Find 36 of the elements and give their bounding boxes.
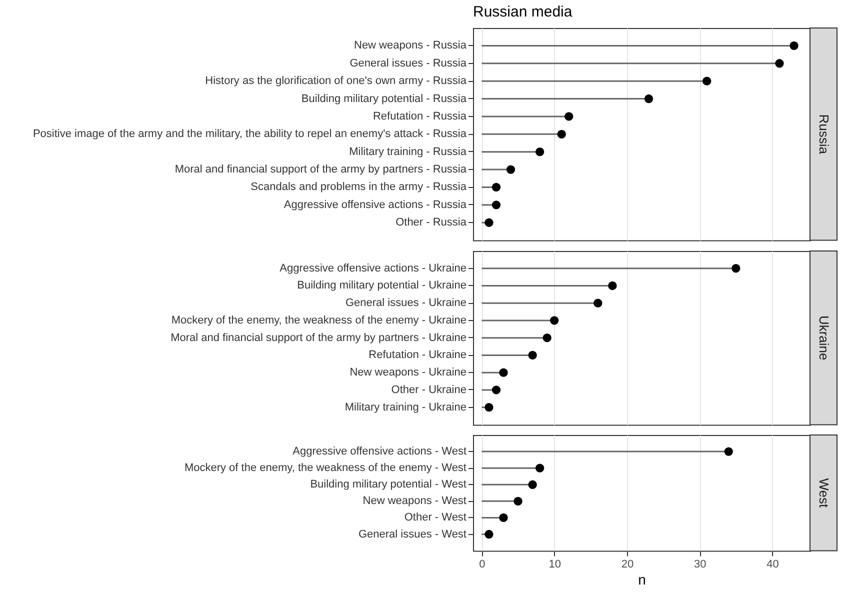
y-tick-label: New weapons - Ukraine xyxy=(350,366,466,379)
y-tick-label: Military training - Russia xyxy=(349,146,468,158)
y-tick-label: Moral and financial support of the army by partners - Ukraine xyxy=(170,332,466,344)
y-tick-label: Refutation - Ukraine xyxy=(368,349,466,362)
y-tick-label: Building military potential - Russia xyxy=(301,92,468,105)
y-tick-label: General issues - West xyxy=(358,528,466,540)
x-tick-label: 30 xyxy=(694,558,706,570)
text: West xyxy=(816,478,832,508)
text: Russia xyxy=(816,114,832,155)
y-tick-label: Mockery of the enemy, the weakness of the enemy - Ukraine xyxy=(171,314,466,326)
y-tick-label: Other - Ukraine xyxy=(391,384,466,396)
x-axis-title: n xyxy=(638,571,646,588)
y-tick-label: Moral and financial support of the army by partners - Russia xyxy=(174,164,468,176)
y-tick-label: New weapons - Russia xyxy=(354,40,468,52)
y-tick-label: General issues - Ukraine xyxy=(345,297,466,310)
y-tick-label: General issues - Russia xyxy=(350,57,468,70)
y-tick-label: Other - Russia xyxy=(396,216,468,229)
y-tick-label: Building military potential - West xyxy=(310,478,466,491)
x-tick-label: 40 xyxy=(766,558,779,570)
y-tick-label: Mockery of the enemy, the weakness of the enemy - West xyxy=(184,462,466,474)
y-tick-label: Aggressive offensive actions - Ukraine xyxy=(280,262,466,274)
x-tick-label: 0 xyxy=(479,558,486,570)
chart-title: Russian media xyxy=(473,4,573,20)
y-tick-label: History as the glorification of one's own army - Russia xyxy=(205,75,468,88)
y-tick-label: Military training - Ukraine xyxy=(344,401,466,414)
text: Ukraine xyxy=(816,315,832,360)
y-tick-label: Positive image of the army and the military, the ability to repel an enemy's attack - Russia xyxy=(32,128,468,140)
y-tick-label: Refutation - Russia xyxy=(372,110,468,122)
y-tick-label: Aggressive offensive actions - West xyxy=(292,446,466,458)
x-tick-label: 10 xyxy=(548,558,561,570)
y-tick-label: Scandals and problems in the army - Russia xyxy=(250,181,468,194)
y-tick-label: Other - West xyxy=(404,512,466,524)
y-tick-label: New weapons - West xyxy=(362,495,466,508)
y-tick-label: Aggressive offensive actions - Russia xyxy=(284,198,468,211)
y-tick-label: Building military potential - Ukraine xyxy=(297,280,466,292)
x-tick-label: 20 xyxy=(621,558,634,570)
